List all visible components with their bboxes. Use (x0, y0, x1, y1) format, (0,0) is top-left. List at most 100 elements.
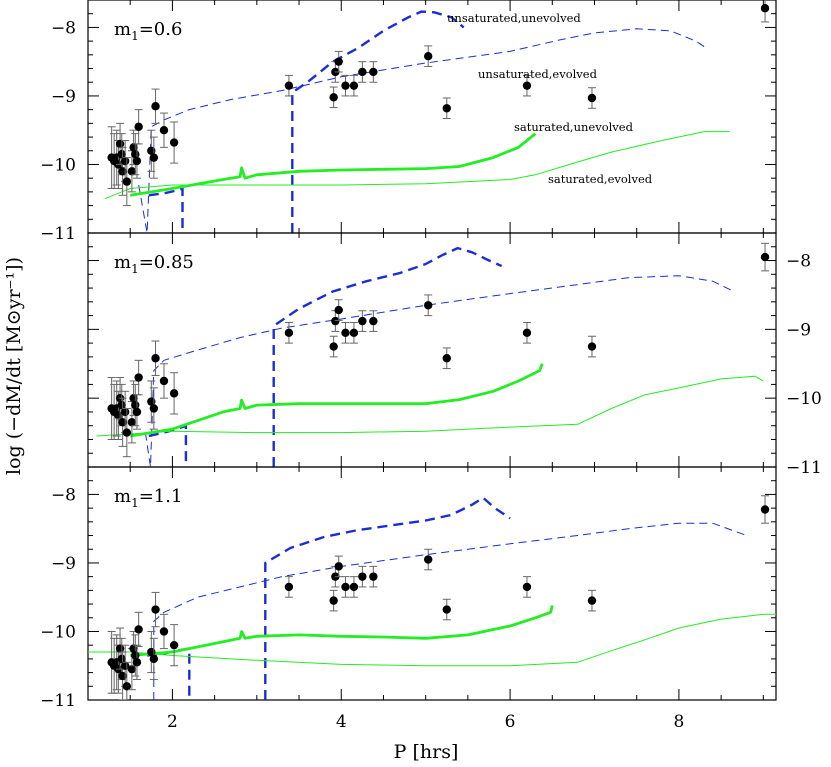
data-point (424, 51, 433, 61)
data-point (341, 81, 350, 90)
data-point (151, 354, 160, 363)
data-point (122, 428, 132, 437)
curve-annotation: saturated,evolved (548, 172, 653, 186)
data-point (358, 316, 367, 326)
series-line (130, 605, 554, 657)
y-tick-label: −9 (51, 87, 76, 107)
data-point (522, 582, 532, 592)
data-point (117, 654, 126, 664)
series-line (148, 187, 184, 233)
series-line (264, 496, 511, 700)
data-point (159, 126, 169, 135)
y-tick-label: −10 (40, 622, 76, 642)
data-point (369, 316, 378, 326)
data-point (442, 354, 451, 363)
y-tick-label: −11 (786, 458, 822, 478)
data-point (358, 572, 367, 581)
data-point (134, 625, 143, 634)
data-point (120, 407, 130, 417)
data-point (122, 177, 132, 186)
data-point (169, 138, 179, 147)
data-point (169, 389, 179, 398)
x-tick-label: 8 (674, 712, 685, 732)
data-point (424, 301, 433, 310)
series-line (129, 363, 544, 438)
data-point (159, 376, 169, 386)
data-point (358, 67, 367, 77)
data-point (331, 316, 340, 326)
series-line (129, 132, 537, 197)
data-point (349, 582, 359, 592)
y-tick-label: −8 (51, 18, 76, 38)
series-line (291, 10, 465, 233)
data-point (329, 93, 338, 102)
data-point (442, 605, 451, 614)
plot-root: −8 −9 −10 −11 m1=0.6 unsaturated,unevolved uns… (40, 0, 822, 732)
curves (96, 246, 764, 467)
data-point (760, 505, 770, 514)
data-point (134, 122, 143, 131)
x-axis-title: P [hrs] (394, 741, 459, 763)
curves (88, 496, 776, 700)
data-point (284, 81, 294, 90)
data-point (127, 418, 137, 427)
data-point (334, 305, 343, 315)
panel-frame (87, 0, 777, 234)
data-point (132, 407, 142, 417)
data-point (117, 149, 126, 159)
panel-label: m1=0.6 (114, 19, 182, 43)
data-point (587, 342, 597, 351)
panel-label: m1=1.1 (114, 486, 182, 510)
data-point (132, 156, 142, 166)
data-point (424, 555, 433, 564)
data-point (334, 57, 343, 66)
series-line (88, 613, 776, 667)
data-point (122, 682, 132, 691)
data-point (329, 342, 338, 351)
x-tick-label: 6 (505, 712, 516, 732)
data-points (107, 0, 770, 207)
data-point (341, 582, 350, 592)
y-tick-label: −11 (40, 224, 76, 244)
series-line (144, 275, 735, 467)
data-point (349, 328, 359, 337)
data-point (151, 102, 160, 111)
curve-annotation: unsaturated,unevolved (447, 11, 581, 25)
series-line (96, 375, 764, 437)
data-points (107, 242, 770, 458)
data-point (149, 404, 159, 413)
panel-frame (87, 466, 777, 701)
data-point (149, 654, 159, 664)
x-tick-label: 2 (167, 712, 178, 732)
data-point (369, 67, 378, 77)
y-tick-label: −9 (786, 320, 811, 340)
data-point (334, 562, 343, 571)
y-tick-label: −8 (786, 252, 811, 272)
panel-3: −8 −9 −10 −11 m1=1.1 (40, 466, 777, 711)
y-tick-label: −10 (40, 155, 76, 175)
y-tick-label: −10 (786, 389, 822, 409)
series-line (153, 522, 747, 700)
data-point (127, 167, 137, 176)
data-point (522, 81, 532, 90)
data-point (127, 664, 137, 674)
data-points (107, 495, 770, 700)
data-point (349, 81, 359, 90)
y-tick-label: −9 (51, 554, 76, 574)
data-point (587, 93, 597, 103)
panel-2: −8 −9 −10 −11 m1=0.85 (87, 232, 822, 478)
data-point (760, 252, 770, 262)
data-point (151, 605, 160, 614)
series-line (104, 131, 730, 200)
data-point (760, 4, 770, 13)
y-axis-title: log (−dM/dt [M⊙yr⁻¹]) (3, 257, 25, 475)
data-point (329, 596, 338, 605)
data-point (341, 328, 350, 337)
data-point (159, 627, 169, 636)
y-tick-label: −11 (40, 691, 76, 711)
curve-annotation: unsaturated,evolved (478, 67, 598, 81)
data-point (442, 104, 451, 113)
series-line (148, 424, 188, 467)
curves (104, 10, 730, 233)
